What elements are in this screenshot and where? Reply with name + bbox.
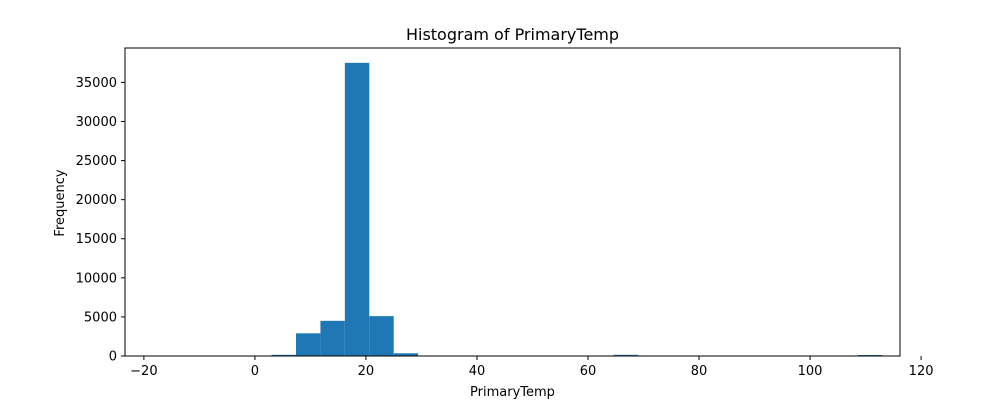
x-tick-label: −20 xyxy=(130,364,157,379)
histogram-bar xyxy=(271,354,296,356)
histogram-bar xyxy=(295,333,321,356)
bars-group xyxy=(271,62,883,357)
y-axis: 0 5000 10000 15000 20000 25000 30000 35000 xyxy=(76,76,125,365)
y-tick-label: 0 xyxy=(109,350,117,365)
y-tick-label: 35000 xyxy=(76,76,117,91)
x-axis-label: PrimaryTemp xyxy=(470,385,555,400)
x-tick-label: 80 xyxy=(691,364,708,379)
y-tick-label: 20000 xyxy=(76,193,117,208)
histogram-bar xyxy=(393,353,419,356)
x-tick-label: 60 xyxy=(580,364,597,379)
x-tick-label: 100 xyxy=(798,364,823,379)
histogram-bar xyxy=(344,62,370,357)
y-tick-label: 30000 xyxy=(76,115,117,130)
histogram-bar xyxy=(320,320,345,356)
y-axis-label: Frequency xyxy=(53,169,68,236)
x-axis: −20 0 20 40 60 80 100 120 xyxy=(130,356,934,379)
y-tick-label: 10000 xyxy=(76,271,117,286)
y-tick-label: 5000 xyxy=(84,310,117,325)
y-tick-label: 25000 xyxy=(76,154,117,169)
chart-title: Histogram of PrimaryTemp xyxy=(406,25,619,44)
x-tick-label: 20 xyxy=(358,364,375,379)
histogram-bar xyxy=(613,354,638,356)
y-tick-label: 15000 xyxy=(76,232,117,247)
plot-frame xyxy=(124,47,901,357)
x-tick-label: 120 xyxy=(909,364,934,379)
x-tick-label: 40 xyxy=(469,364,486,379)
histogram-bar xyxy=(369,316,394,356)
x-tick-label: 0 xyxy=(251,364,259,379)
